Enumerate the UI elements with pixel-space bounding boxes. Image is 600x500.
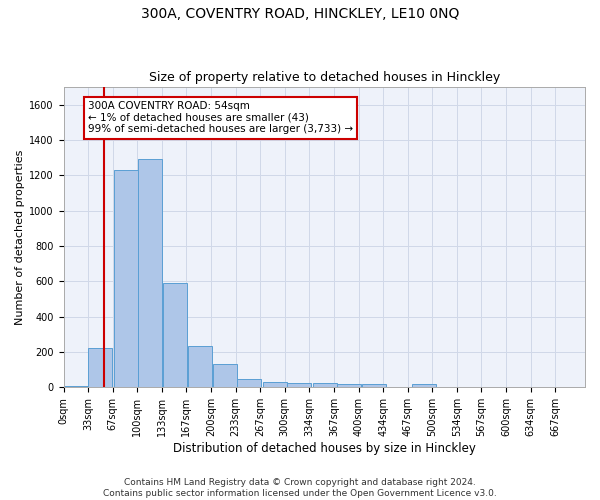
Title: Size of property relative to detached houses in Hinckley: Size of property relative to detached ho… [149, 72, 500, 85]
Bar [337, 384, 361, 388]
Text: 300A COVENTRY ROAD: 54sqm
← 1% of detached houses are smaller (43)
99% of semi-d: 300A COVENTRY ROAD: 54sqm ← 1% of detach… [88, 101, 353, 134]
Bar [263, 382, 287, 388]
Bar [163, 283, 187, 388]
X-axis label: Distribution of detached houses by size in Hinckley: Distribution of detached houses by size … [173, 442, 476, 455]
Bar [64, 386, 88, 388]
Bar [212, 364, 237, 388]
Bar [138, 160, 163, 388]
Y-axis label: Number of detached properties: Number of detached properties [15, 150, 25, 325]
Text: Contains HM Land Registry data © Crown copyright and database right 2024.
Contai: Contains HM Land Registry data © Crown c… [103, 478, 497, 498]
Bar [188, 346, 212, 388]
Bar [313, 383, 337, 388]
Bar [412, 384, 436, 388]
Bar [88, 348, 112, 388]
Bar [362, 384, 386, 388]
Bar [113, 170, 138, 388]
Bar [237, 380, 262, 388]
Text: 300A, COVENTRY ROAD, HINCKLEY, LE10 0NQ: 300A, COVENTRY ROAD, HINCKLEY, LE10 0NQ [141, 8, 459, 22]
Bar [287, 383, 311, 388]
